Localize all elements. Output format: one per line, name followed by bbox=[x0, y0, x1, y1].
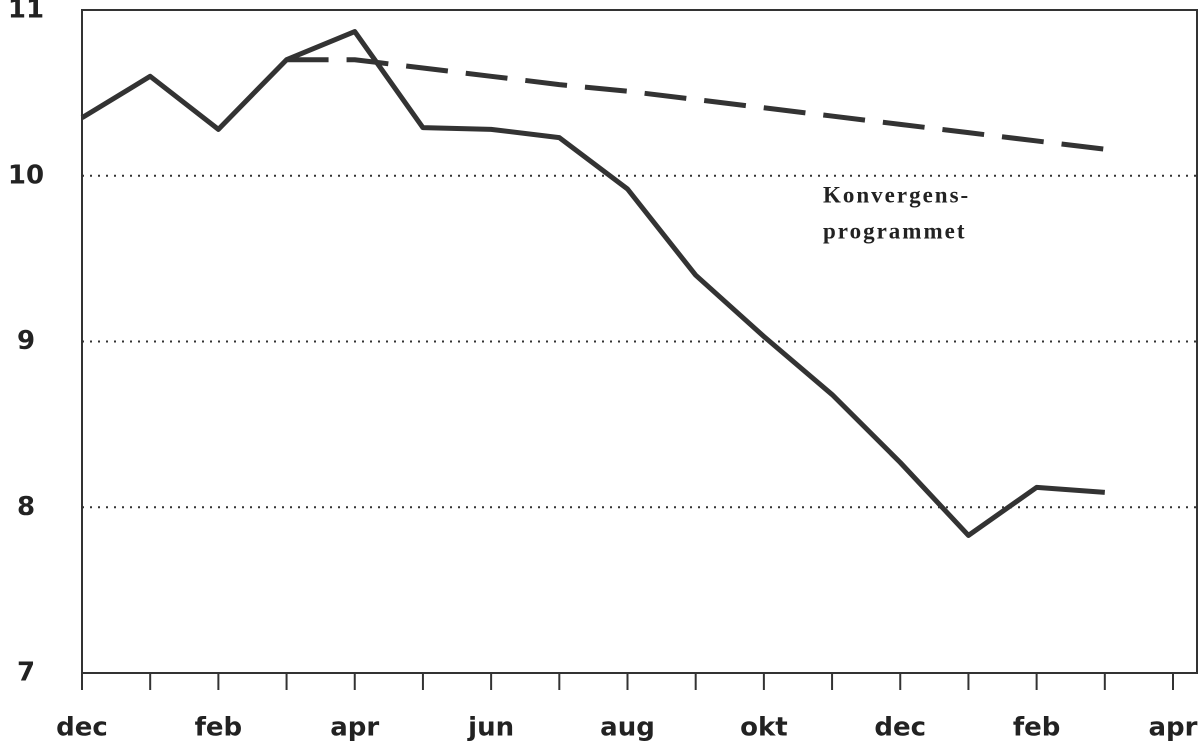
y-tick-label: 7 bbox=[17, 658, 35, 688]
x-tick-label: jun bbox=[467, 713, 514, 743]
x-tick-label: apr bbox=[330, 713, 379, 743]
y-tick-label: 10 bbox=[8, 160, 44, 190]
plot-frame bbox=[81, 9, 1198, 674]
x-tick-label: apr bbox=[1149, 713, 1198, 743]
x-tick-label: feb bbox=[1013, 713, 1061, 743]
annotation: Konvergens- bbox=[823, 182, 970, 207]
y-tick-label: 9 bbox=[17, 326, 35, 356]
line bbox=[80, 29, 1105, 538]
dashed-line bbox=[286, 57, 1106, 152]
annotation: programmet bbox=[823, 218, 966, 243]
x-tick-label: dec bbox=[56, 713, 108, 743]
x-tick-label: okt bbox=[740, 713, 788, 743]
y-tick-label: 11 bbox=[8, 0, 44, 25]
y-tick-label: 8 bbox=[17, 492, 35, 522]
x-tick-label: dec bbox=[874, 713, 926, 743]
x-tick-label: aug bbox=[600, 713, 655, 743]
x-tick-label: feb bbox=[195, 713, 243, 743]
